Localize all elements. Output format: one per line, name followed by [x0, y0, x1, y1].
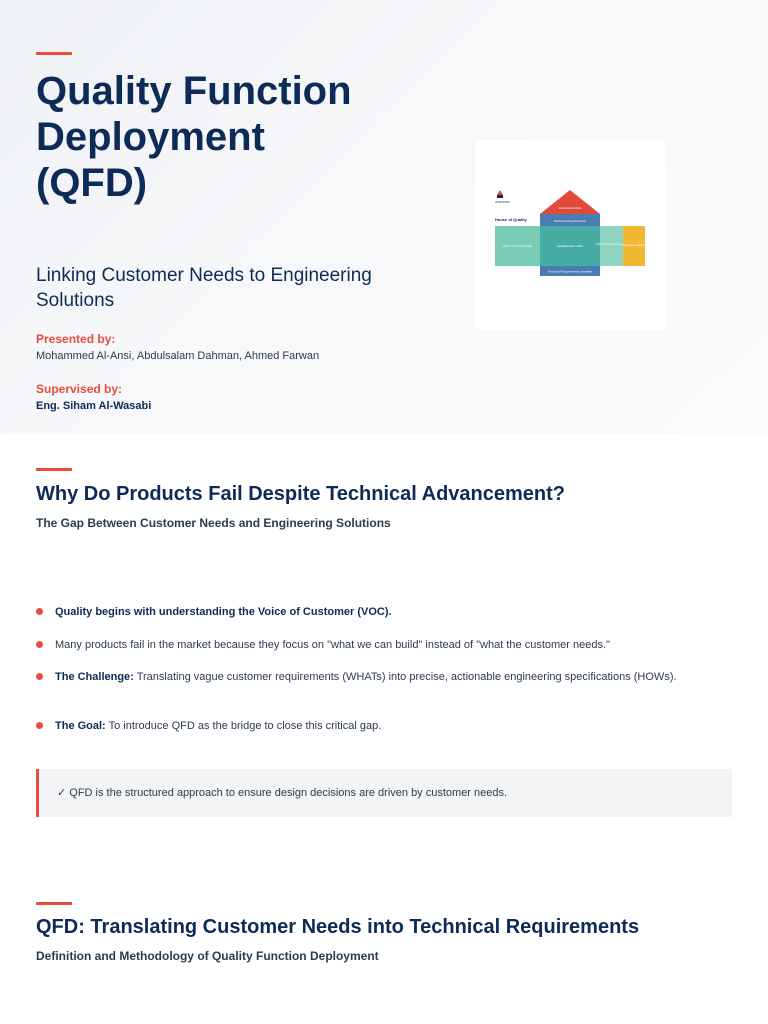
list-item: Many products fail in the market because… [36, 637, 696, 653]
bullet-bold-text: Quality begins with understanding the Vo… [55, 606, 392, 618]
hoq-relationship-matrix [540, 226, 600, 266]
supervisor-name: Eng. Siham Al-Wasabi [36, 400, 152, 412]
hoq-voice-of-customer [495, 226, 540, 266]
bullet-text: Translating vague customer requirements … [133, 671, 677, 683]
bullet-dot-icon [36, 608, 43, 615]
list-item: The Challenge: Translating vague custome… [36, 669, 696, 685]
bullet-bold-text: The Goal: [55, 720, 106, 732]
bullet-dot-icon [36, 673, 43, 680]
title-accent-line [36, 52, 72, 55]
page-title: Quality Function Deployment (QFD) [36, 69, 352, 205]
hoq-importance-label: Customer importance priorities [595, 243, 628, 246]
hoq-tech-priorities [540, 266, 600, 276]
hoq-matrix-label: Relationship matrix [557, 244, 583, 248]
page-subtitle: Linking Customer Needs to Engineering So… [36, 265, 372, 311]
section1-accent-line [36, 468, 72, 471]
hoq-roof-label: Interrelationships [559, 206, 582, 210]
hoq-tech-requirements-label: Technical Requirements [554, 219, 587, 223]
bullet-text: Many products fail in the market because… [55, 639, 610, 651]
bullet-bold-text: The Challenge: [55, 671, 134, 683]
section1-subtitle: The Gap Between Customer Needs and Engin… [36, 516, 391, 530]
hoq-customer-importance [600, 226, 623, 266]
list-item: Quality begins with understanding the Vo… [36, 604, 696, 620]
section2-accent-line [36, 902, 72, 905]
list-item: The Goal: To introduce QFD as the bridge… [36, 718, 696, 734]
hoq-competitive-label: Competitive evaluation [622, 244, 647, 247]
section2-title: QFD: Translating Customer Needs into Tec… [36, 916, 640, 938]
bullet-dot-icon [36, 722, 43, 729]
hoq-roof [540, 190, 600, 214]
section1-title: Why Do Products Fail Despite Technical A… [36, 483, 565, 505]
hoq-voc-label: Voice of the Customer [503, 244, 533, 248]
presenters-names: Mohammed Al-Ansi, Abdulsalam Dahman, Ahm… [36, 350, 320, 362]
callout-box: ✓ QFD is the structured approach to ensu… [36, 769, 732, 817]
hoq-tech-requirements [540, 214, 600, 226]
hoq-competitive-evaluation [623, 226, 645, 266]
logo-icon [497, 190, 503, 198]
house-of-quality-diagram: ATEKSOM House of Quality Interrelationsh… [475, 140, 665, 330]
hero-section: Quality Function Deployment (QFD) Linkin… [0, 0, 768, 434]
presented-by-label: Presented by: [36, 332, 116, 346]
bullet-dot-icon [36, 641, 43, 648]
supervised-by-label: Supervised by: [36, 382, 123, 396]
bullet-text: To introduce QFD as the bridge to close … [105, 720, 382, 732]
hoq-title: House of Quality [495, 217, 528, 222]
hoq-priorities-label: Technical Requirements priorities [548, 270, 593, 274]
logo-text: ATEKSOM [495, 200, 510, 204]
section2-subtitle: Definition and Methodology of Quality Fu… [36, 949, 379, 963]
